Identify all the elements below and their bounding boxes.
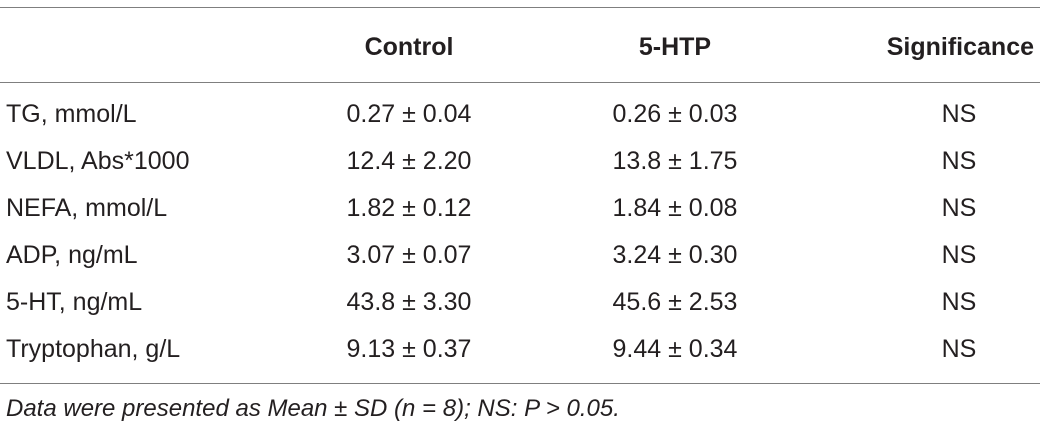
- 5-htp-value: 0.26 ± 0.03: [612, 99, 738, 128]
- row-label: NEFA, mmol/L: [6, 194, 168, 222]
- row-label: Tryptophan, g/L: [6, 335, 181, 363]
- 5-htp-value: 3.24 ± 0.30: [612, 241, 738, 269]
- significance-value: NS: [941, 288, 977, 316]
- table-top-rule: [0, 7, 1040, 8]
- table-row: TG, mmol/L 0.27 ± 0.04 0.26 ± 0.03 NS: [0, 82, 1040, 138]
- control-value: 9.13 ± 0.37: [346, 335, 472, 363]
- header-cell-significance: Significance: [886, 32, 1034, 61]
- significance-value: NS: [941, 241, 977, 269]
- control-value: 43.8 ± 3.30: [346, 288, 472, 316]
- table-header-row: Control 5-HTP Significance: [0, 8, 1040, 82]
- 5-htp-value: 45.6 ± 2.53: [612, 288, 738, 316]
- row-label: VLDL, Abs*1000: [6, 147, 190, 175]
- row-label: 5-HT, ng/mL: [6, 288, 143, 316]
- 5-htp-value: 13.8 ± 1.75: [612, 147, 738, 175]
- control-value: 3.07 ± 0.07: [346, 241, 472, 269]
- 5-htp-value: 1.84 ± 0.08: [612, 194, 738, 222]
- data-table: Control 5-HTP Significance TG, mmol/L 0.…: [0, 8, 1040, 373]
- table-bottom-rule: [0, 383, 1040, 384]
- header-cell-control: Control: [364, 32, 454, 61]
- table-footnote: Data were presented as Mean ± SD (n = 8)…: [6, 395, 620, 422]
- table-row: NEFA, mmol/L 1.82 ± 0.12 1.84 ± 0.08 NS: [0, 185, 1040, 232]
- control-value: 0.27 ± 0.04: [346, 99, 472, 128]
- control-value: 12.4 ± 2.20: [346, 147, 472, 175]
- significance-value: NS: [941, 99, 977, 128]
- table-row: VLDL, Abs*1000 12.4 ± 2.20 13.8 ± 1.75 N…: [0, 138, 1040, 185]
- header-cell-empty: [0, 8, 276, 82]
- row-label: ADP, ng/mL: [6, 241, 138, 269]
- header-cell-5-htp: 5-HTP: [638, 32, 712, 61]
- significance-value: NS: [941, 147, 977, 175]
- 5-htp-value: 9.44 ± 0.34: [612, 335, 738, 363]
- control-value: 1.82 ± 0.12: [346, 194, 472, 222]
- table-row: 5-HT, ng/mL 43.8 ± 3.30 45.6 ± 2.53 NS: [0, 279, 1040, 326]
- row-label: TG, mmol/L: [6, 99, 137, 128]
- table-row: Tryptophan, g/L 9.13 ± 0.37 9.44 ± 0.34 …: [0, 326, 1040, 373]
- table-header-rule: [0, 82, 1040, 83]
- significance-value: NS: [941, 194, 977, 222]
- significance-value: NS: [941, 335, 977, 363]
- table-row: ADP, ng/mL 3.07 ± 0.07 3.24 ± 0.30 NS: [0, 232, 1040, 279]
